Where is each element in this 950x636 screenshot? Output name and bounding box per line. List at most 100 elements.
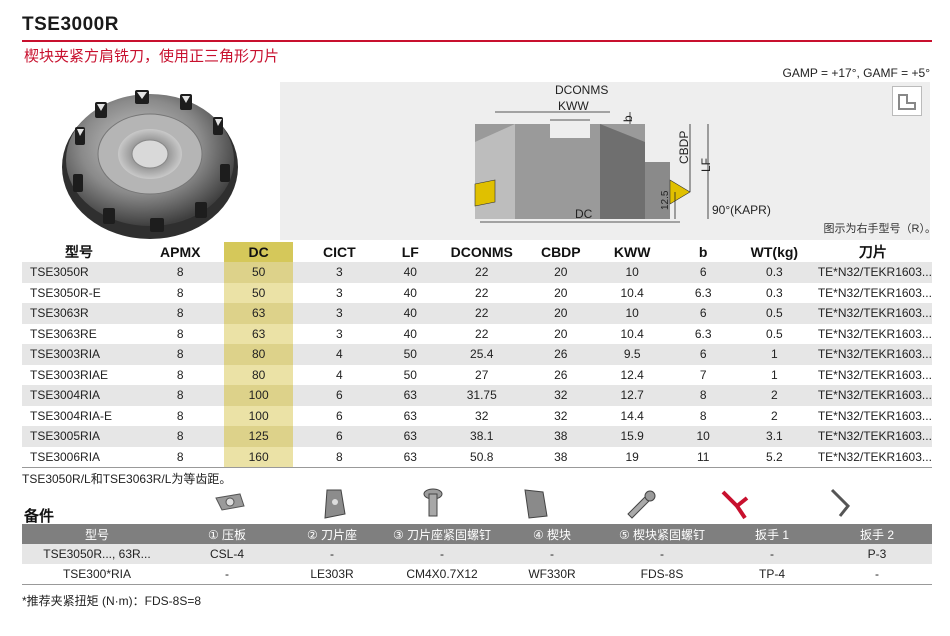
- table-cell: 38.1: [434, 426, 529, 447]
- dimension-diagram: DCONMS KWW b CBDP LF 12.5 DC 90°(KAPR): [280, 82, 930, 240]
- parts-table: 型号 ① 压板 ② 刀片座 ③ 刀片座紧固螺钉 ④ 楔块 ⑤ 楔块紧固螺钉 扳手…: [22, 524, 932, 585]
- table-cell: 50: [385, 344, 435, 365]
- table-cell: 2: [771, 408, 778, 423]
- table-cell: LE303R: [282, 564, 382, 585]
- table-cell: 3.1: [734, 426, 814, 447]
- label-kapr: 90°(KAPR): [712, 203, 771, 217]
- table-row: TSE3003RIAE 8 80 4 50 27 26 12.4 7 1 TE*N32/TEKR16…: [22, 364, 932, 385]
- header-dc: DC: [224, 242, 293, 262]
- table-cell: 2: [734, 385, 814, 406]
- table-cell: 26: [554, 367, 568, 382]
- table-cell: -: [382, 544, 502, 564]
- table-cell: 8: [176, 408, 184, 423]
- table-row: TSE3063R 8 63 3 40 22 20 10 6 0.5 TE*N32/TEKR1603.…: [22, 303, 932, 324]
- header-b: b: [698, 244, 708, 260]
- table-cell: 0.5: [734, 303, 814, 324]
- table-cell: 63: [224, 303, 293, 324]
- table-cell: 8: [176, 326, 184, 341]
- table-cell: TSE3003RIAE: [30, 367, 109, 382]
- table-cell: 50: [224, 282, 293, 303]
- header-insert: 刀片: [858, 244, 887, 260]
- spec-header-row: 型号 APMX DC CICT LF DCONMS CBDP KWW b WT(…: [22, 242, 932, 262]
- table-cell: -: [172, 564, 282, 585]
- parts-header-wrench-1: 扳手 1: [722, 524, 822, 544]
- table-cell: 8: [176, 285, 184, 300]
- table-cell: 9.5: [592, 344, 672, 365]
- wedge-icon: [524, 489, 548, 519]
- wrench-2-icon: [830, 488, 851, 517]
- label-kww: KWW: [558, 99, 589, 113]
- table-row: TSE3004RIA 8 100 6 63 31.75 32 12.7 8 2 TE*N32/TEK…: [22, 385, 932, 406]
- table-cell: -: [282, 544, 382, 564]
- table-cell: 26: [528, 344, 593, 365]
- table-cell: TE*N32/TEKR1603...: [813, 262, 932, 283]
- parts-header-clamp: ① 压板: [172, 524, 282, 544]
- label-lf: LF: [699, 158, 713, 172]
- table-cell: 10.4: [620, 326, 644, 341]
- table-cell: TSE3003RIA: [22, 344, 137, 365]
- table-cell: 22: [434, 303, 529, 324]
- header-model: 型号: [65, 244, 94, 260]
- table-cell: 0.3: [766, 285, 783, 300]
- table-cell: 40: [403, 285, 417, 300]
- table-cell: TSE3063R: [22, 303, 137, 324]
- table-cell: 3: [292, 303, 386, 324]
- table-cell: 6: [671, 344, 735, 365]
- table-row: TSE3063RE 8 63 3 40 22 20 10.4 6.3 0.5 TE*N32/TEKR…: [22, 323, 932, 344]
- table-cell: 10.4: [620, 285, 644, 300]
- table-cell: 8: [136, 446, 225, 468]
- table-cell: TSE3050R..., 63R...: [22, 544, 172, 564]
- header-kww: KWW: [613, 244, 651, 260]
- table-cell: 8: [136, 303, 225, 324]
- header-dconms: DCONMS: [450, 244, 513, 260]
- table-cell: 10: [592, 262, 672, 283]
- table-cell: 32: [554, 408, 568, 423]
- table-cell: 8: [136, 344, 225, 365]
- insert-seat-icon: [324, 489, 346, 519]
- table-cell: 0.5: [766, 326, 783, 341]
- header-wt: WT(kg): [750, 244, 799, 260]
- table-cell: 63: [385, 385, 435, 406]
- table-cell: TE*N32/TEKR1603...: [817, 285, 932, 300]
- table-cell: 22: [475, 326, 489, 341]
- parts-title: 备件: [24, 508, 55, 525]
- table-cell: TSE3050R: [22, 262, 137, 283]
- table-cell: 40: [385, 303, 435, 324]
- table-cell: 12.4: [620, 367, 644, 382]
- table-cell: 160: [224, 446, 293, 468]
- table-cell: TE*N32/TEKR1603...: [817, 326, 932, 341]
- table-cell: 6.3: [694, 326, 712, 341]
- parts-header-wedge-screw: ⑤ 楔块紧固螺钉: [602, 524, 722, 544]
- right-hand-icon: [892, 86, 922, 116]
- table-cell: TE*N32/TEKR1603...: [813, 426, 932, 447]
- parts-header-row: 型号 ① 压板 ② 刀片座 ③ 刀片座紧固螺钉 ④ 楔块 ⑤ 楔块紧固螺钉 扳手…: [22, 524, 932, 544]
- page-title: TSE3000R: [22, 14, 119, 35]
- table-cell: 8: [136, 385, 225, 406]
- parts-header-seat: ② 刀片座: [282, 524, 382, 544]
- table-cell: 19: [592, 446, 672, 468]
- table-cell: 8: [136, 262, 225, 283]
- page-subtitle: 楔块夹紧方肩铣刀，使用正三角形刀片: [24, 48, 280, 65]
- table-cell: TSE3004RIA: [22, 385, 137, 406]
- title-divider: [22, 40, 932, 42]
- table-cell: 32: [528, 385, 593, 406]
- table-cell: TE*N32/TEKR1603...: [813, 303, 932, 324]
- table-cell: 80: [224, 364, 293, 385]
- parts-icons: [0, 484, 950, 524]
- table-row: TSE3006RIA 8 160 8 63 50.8 38 19 11 5.2 TE*N32/TEK…: [22, 446, 932, 468]
- table-row: TSE3003RIA 8 80 4 50 25.4 26 9.5 6 1 TE*N32/TEKR16…: [22, 344, 932, 365]
- label-dc: DC: [575, 207, 593, 221]
- table-cell: 8: [176, 367, 184, 382]
- parts-header-model: 型号: [22, 524, 172, 544]
- parts-header-wrench-2: 扳手 2: [822, 524, 932, 544]
- table-cell: -: [722, 544, 822, 564]
- table-cell: 63: [224, 323, 293, 344]
- table-cell: 31.75: [434, 385, 529, 406]
- table-cell: 15.9: [592, 426, 672, 447]
- table-cell: 38: [528, 426, 593, 447]
- table-cell: TSE3006RIA: [22, 446, 137, 468]
- wedge-screw-icon: [627, 490, 656, 519]
- wrench-1-icon: [721, 490, 749, 520]
- table-cell: TE*N32/TEKR1603...: [817, 367, 932, 382]
- table-cell: 4: [335, 367, 343, 382]
